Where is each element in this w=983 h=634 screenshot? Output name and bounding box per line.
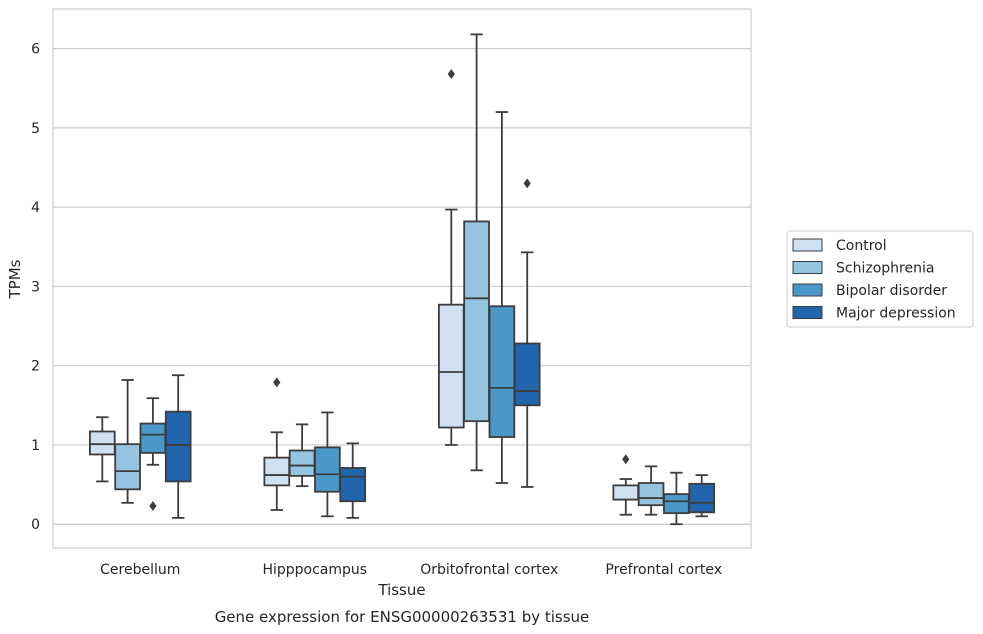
legend: Control Schizophrenia Bipolar disorder Majo… bbox=[786, 230, 974, 328]
box-iqr bbox=[688, 482, 716, 514]
x-tick-label: Cerebellum bbox=[100, 562, 180, 578]
outlier-point bbox=[149, 500, 157, 511]
outlier-point bbox=[523, 178, 531, 189]
box-iqr bbox=[463, 220, 490, 423]
box-iqr bbox=[88, 430, 116, 456]
legend-items: Control Schizophrenia Bipolar disorder Majo… bbox=[792, 238, 956, 322]
box-iqr bbox=[663, 493, 690, 515]
box-group bbox=[488, 111, 516, 484]
y-tick-label: 0 bbox=[31, 517, 40, 533]
box-group bbox=[164, 374, 192, 519]
y-tick-label: 6 bbox=[31, 42, 40, 58]
box-group bbox=[263, 377, 291, 511]
box-group bbox=[437, 68, 465, 446]
x-tick-label: Orbitofrontal cortex bbox=[420, 562, 558, 578]
legend-label: Major depression bbox=[836, 306, 956, 322]
box-iqr bbox=[339, 467, 367, 503]
plot-frame bbox=[52, 8, 752, 549]
box-iqr bbox=[513, 342, 541, 407]
box-iqr bbox=[488, 305, 516, 438]
x-tick-label: Prefrontal cortex bbox=[605, 562, 722, 578]
y-tick-label: 5 bbox=[31, 121, 40, 137]
y-tick-label: 3 bbox=[31, 279, 40, 295]
box-group bbox=[88, 416, 116, 483]
y-tick-label: 2 bbox=[31, 359, 40, 375]
outlier-point bbox=[622, 454, 630, 465]
outlier-point bbox=[447, 68, 455, 79]
y-tick-labels: 0 1 2 3 4 5 6 bbox=[31, 42, 40, 534]
box-iqr bbox=[437, 303, 465, 429]
box-iqr bbox=[314, 446, 341, 493]
box-iqr bbox=[637, 482, 665, 507]
box-group bbox=[513, 178, 541, 488]
legend-swatch bbox=[792, 283, 823, 297]
legend-label: Bipolar disorder bbox=[836, 283, 947, 299]
box-iqr bbox=[164, 410, 192, 483]
figure-caption: Gene expression for ENSG00000263531 by t… bbox=[215, 608, 590, 626]
y-tick-label: 1 bbox=[31, 438, 40, 454]
box-iqr bbox=[288, 449, 316, 477]
box-iqr bbox=[139, 422, 167, 454]
legend-swatch bbox=[792, 238, 823, 252]
box-group bbox=[139, 397, 167, 511]
x-tick-label: Hipppocampus bbox=[262, 562, 367, 578]
box-iqr bbox=[612, 484, 640, 501]
legend-label: Schizophrenia bbox=[836, 261, 934, 277]
box-iqr bbox=[263, 456, 291, 487]
box-group bbox=[114, 379, 141, 504]
y-tick-label: 4 bbox=[31, 200, 40, 216]
outlier-point bbox=[273, 377, 281, 388]
box-iqr bbox=[114, 443, 141, 491]
legend-label: Control bbox=[836, 238, 887, 254]
legend-swatch bbox=[792, 261, 823, 274]
x-axis-label: Tissue bbox=[377, 581, 425, 599]
box-group bbox=[288, 423, 316, 488]
x-tick-labels: Cerebellum Hipppocampus Orbitofrontal cort… bbox=[100, 562, 722, 578]
y-axis-label: TPMs bbox=[6, 259, 24, 299]
box-group bbox=[314, 411, 341, 518]
box-group bbox=[339, 442, 367, 519]
legend-swatch bbox=[792, 306, 823, 319]
box-group bbox=[688, 474, 716, 518]
boxes bbox=[88, 33, 716, 526]
box-group bbox=[463, 33, 490, 472]
legend-frame bbox=[786, 230, 974, 328]
